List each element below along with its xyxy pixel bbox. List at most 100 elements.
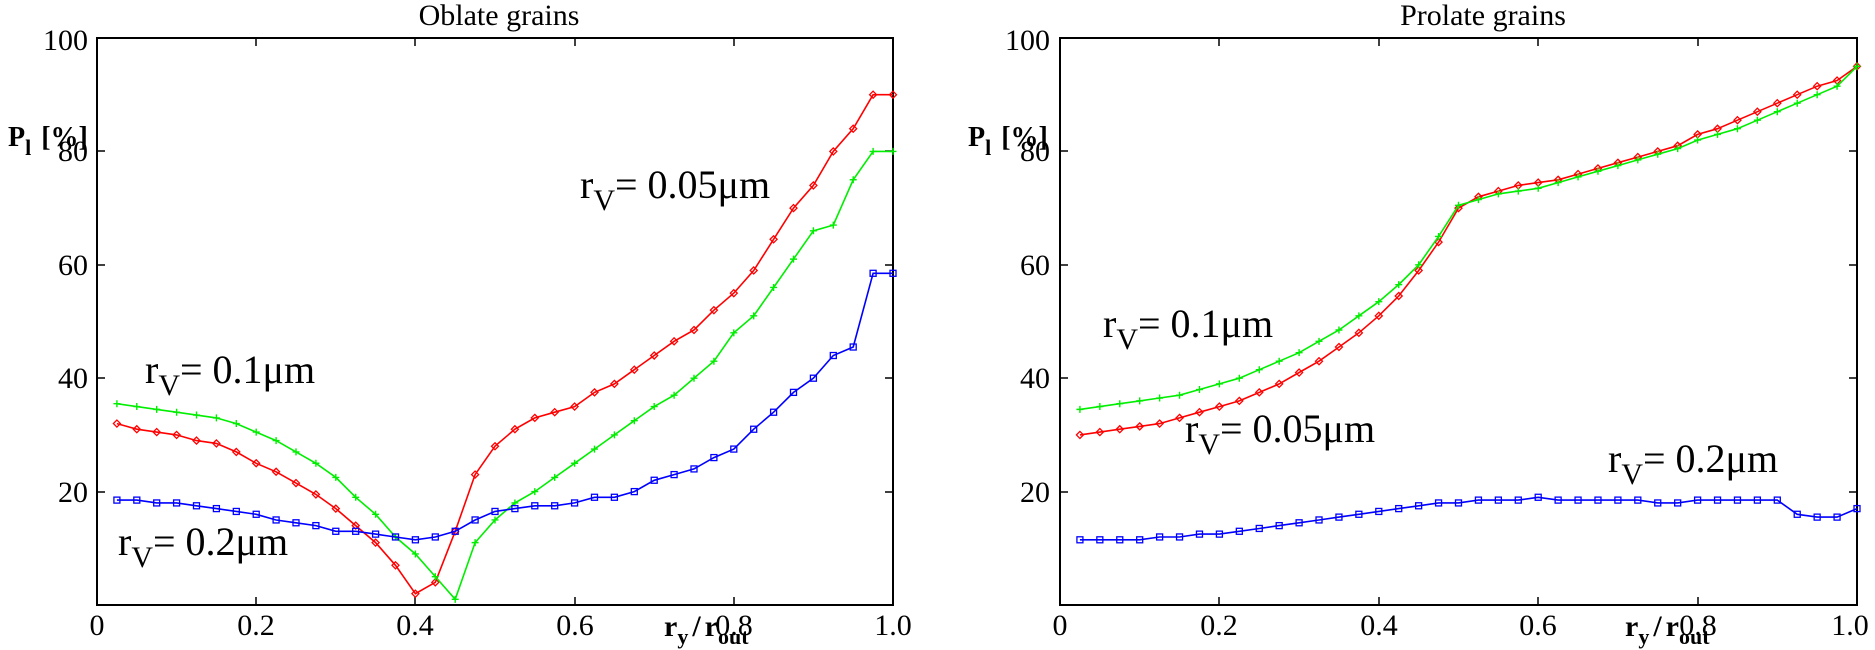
data-point [849, 343, 857, 351]
data-point [1813, 513, 1821, 521]
x-tick-marks [255, 38, 735, 605]
data-point [670, 470, 678, 479]
data-point [1813, 91, 1821, 99]
x-tick-label: 0.4 [1360, 609, 1398, 642]
data-point [1594, 496, 1602, 504]
data-point [1334, 342, 1344, 352]
data-point [1634, 496, 1642, 504]
data-point [1255, 366, 1263, 374]
data-point [1175, 533, 1184, 541]
data-point [769, 408, 778, 416]
data-point [630, 417, 638, 425]
data-point [1395, 281, 1403, 289]
data-point [193, 411, 200, 419]
data-point [173, 408, 181, 416]
data-point [351, 521, 361, 531]
data-point [1176, 391, 1184, 399]
x-tick-label: 0.6 [556, 609, 594, 642]
data-point [1455, 201, 1462, 209]
y-tick-marks [1060, 150, 1857, 493]
data-point [411, 536, 420, 544]
data-point [1315, 337, 1323, 345]
data-point [570, 499, 579, 507]
y-tick-labels: 20 40 60 80 100 [43, 24, 88, 509]
data-point [889, 269, 897, 277]
data-point [1454, 203, 1463, 213]
data-point [609, 379, 619, 389]
data-point [470, 470, 480, 480]
data-point [1614, 496, 1622, 504]
x-axis-label: ry / rout [664, 610, 749, 649]
data-point [371, 530, 380, 538]
data-point [570, 402, 580, 411]
data-point [789, 388, 798, 397]
data-point [113, 496, 121, 504]
data-point [391, 533, 400, 541]
series-1 [1076, 62, 1861, 413]
data-point [848, 124, 858, 134]
chart-title: Oblate grains [419, 0, 580, 32]
data-point [292, 519, 300, 527]
data-point [1414, 266, 1424, 275]
data-point [1215, 380, 1223, 388]
x-tick-label: 0.6 [1519, 609, 1557, 642]
data-point [710, 453, 718, 462]
y-tick-label: 100 [1005, 24, 1050, 57]
data-point [1474, 496, 1483, 504]
data-point [1714, 130, 1722, 138]
data-point [1674, 499, 1682, 507]
data-point [750, 425, 758, 433]
data-point [1235, 527, 1243, 535]
data-point [649, 351, 659, 360]
x-tick-label: 0.8 [1679, 609, 1717, 642]
data-point [1215, 530, 1224, 538]
annotation-rv-02: rV= 0.2μm [118, 519, 288, 574]
data-point [153, 405, 161, 413]
data-point [809, 227, 817, 235]
data-point [312, 521, 320, 530]
data-point [1295, 349, 1303, 357]
data-point [132, 424, 142, 434]
data-point [1654, 499, 1662, 507]
data-point [729, 288, 739, 298]
data-point [571, 459, 579, 467]
data-point [1752, 107, 1762, 117]
axes-box [96, 37, 894, 606]
data-point [1454, 499, 1463, 507]
data-point [331, 504, 341, 514]
data-point [1375, 298, 1383, 306]
data-point [1434, 499, 1443, 507]
data-point [312, 459, 320, 467]
data-point [292, 448, 300, 456]
x-tick-label: 0.2 [237, 609, 275, 642]
data-point [430, 577, 440, 587]
data-point [709, 305, 719, 315]
data-point [451, 595, 459, 603]
data-point [769, 234, 779, 244]
data-point [1395, 504, 1403, 513]
data-point [1116, 536, 1124, 544]
data-point [1235, 374, 1243, 382]
data-point [1534, 493, 1542, 501]
y-axis-label: Pl [%] [968, 122, 1048, 160]
data-point [1634, 156, 1642, 164]
data-point [212, 504, 221, 513]
data-point [808, 181, 818, 190]
data-point [1793, 510, 1801, 518]
data-point [630, 487, 638, 496]
data-point [1793, 99, 1801, 107]
y-tick-labels: 20 40 60 80 100 [1005, 24, 1050, 509]
plot-frame [1059, 37, 1858, 606]
data-point [1494, 496, 1502, 504]
x-tick-label: 0 [90, 609, 105, 642]
data-point [1594, 167, 1602, 175]
data-point [1214, 402, 1224, 411]
data-point [1812, 81, 1822, 91]
data-point [590, 493, 599, 501]
data-point [272, 437, 280, 445]
data-point [133, 403, 141, 411]
y-tick-label: 60 [58, 249, 88, 282]
data-point [690, 465, 698, 473]
data-point [1733, 496, 1742, 504]
y-tick-label: 20 [1020, 476, 1050, 509]
